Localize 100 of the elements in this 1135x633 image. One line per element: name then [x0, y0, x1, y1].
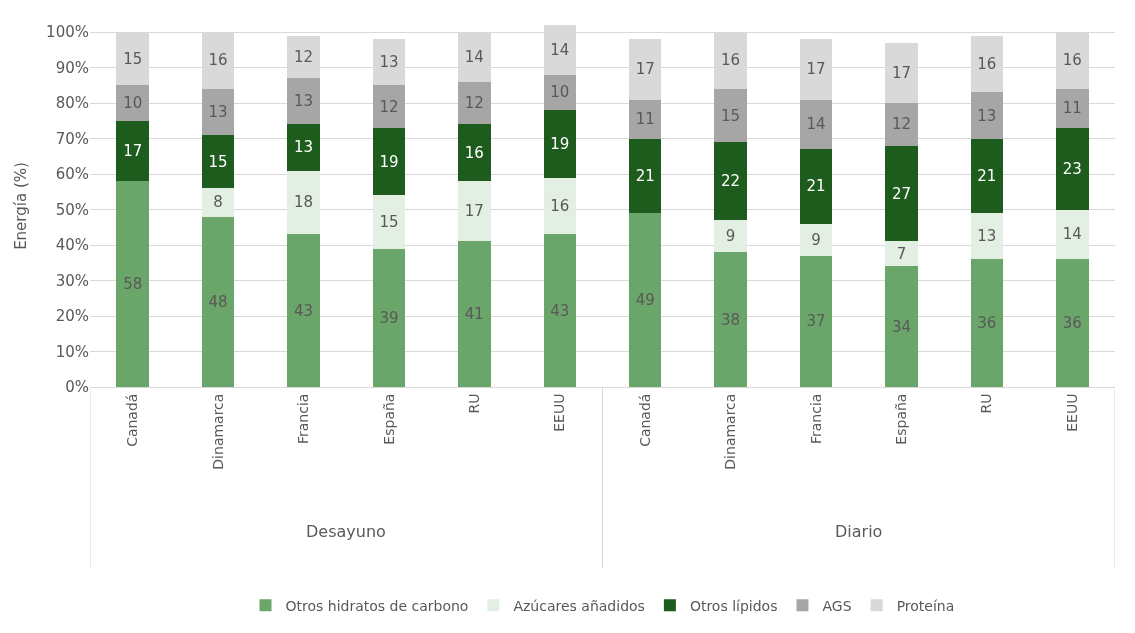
data-label: 14 [464, 47, 484, 66]
data-label: 14 [550, 40, 570, 59]
bar [458, 241, 491, 387]
legend-label: Azúcares añadidos [513, 597, 645, 614]
y-tick-label: 40% [55, 236, 89, 255]
bar [201, 216, 235, 387]
data-label: 16 [550, 197, 570, 215]
bar [1056, 127, 1089, 210]
bar [372, 85, 406, 128]
data-label: 10 [123, 94, 143, 113]
x-tick-label: RU [978, 393, 995, 414]
data-label: 12 [379, 97, 399, 116]
data-label: 16 [721, 51, 741, 70]
legend-label: Otros lípidos [689, 597, 778, 614]
x-tick-label: RU [465, 393, 482, 414]
data-label: 13 [379, 53, 399, 72]
data-label: 12 [293, 47, 314, 66]
data-label: 12 [464, 94, 484, 113]
data-label: 58 [123, 275, 143, 294]
bar [885, 145, 918, 242]
bar [885, 266, 918, 387]
text: Desayuno [306, 522, 386, 541]
data-label: 7 [896, 244, 907, 263]
data-label: 13 [977, 106, 997, 125]
x-tick-label: España [380, 393, 397, 445]
data-label: 37 [806, 312, 826, 331]
data-label: 19 [550, 134, 570, 153]
data-label: 41 [464, 305, 484, 324]
bar [458, 124, 491, 182]
bar [714, 88, 747, 143]
data-label: 8 [213, 193, 223, 212]
x-tick-label: Francia [295, 393, 312, 445]
bar [799, 99, 833, 150]
bar [543, 177, 577, 235]
bar [201, 188, 235, 217]
data-label: 21 [635, 166, 655, 185]
bar [714, 142, 747, 221]
legend-label: Proteína [896, 597, 955, 614]
bar [628, 213, 662, 387]
bar [287, 170, 320, 235]
bar [885, 241, 918, 267]
bar [970, 92, 1004, 139]
bar [714, 220, 747, 253]
y-tick-label: 60% [55, 165, 89, 184]
data-label: 13 [293, 92, 314, 111]
data-label: 11 [635, 110, 655, 129]
y-tick-label: 80% [55, 94, 89, 113]
x-tick-label: España [893, 393, 910, 445]
data-label: 27 [891, 184, 912, 203]
data-label: 13 [208, 102, 228, 121]
bar [116, 120, 149, 182]
bar [201, 88, 235, 136]
data-label: 14 [806, 115, 826, 134]
bar [799, 149, 833, 224]
bar [287, 78, 320, 125]
bar [885, 103, 918, 146]
bar [628, 99, 662, 139]
y-tick-label: 90% [55, 58, 89, 77]
data-label: 21 [977, 166, 997, 185]
bar [1056, 209, 1089, 260]
data-label: 22 [721, 172, 741, 191]
x-tick-label: Dinamarca [722, 393, 739, 470]
data-label: 15 [721, 106, 741, 125]
data-label: 17 [806, 60, 826, 79]
y-tick-label: 70% [55, 129, 89, 148]
bar [543, 234, 577, 387]
y-axis-title: Energía (%) [12, 162, 31, 250]
x-tick-label: Francia [807, 393, 824, 445]
x-tick-label: Canadá [636, 393, 653, 447]
data-label: 12 [891, 115, 912, 134]
data-label: 36 [977, 314, 997, 333]
bar [458, 181, 491, 242]
data-label: 43 [550, 301, 570, 320]
data-label: 16 [464, 143, 484, 162]
data-label: 39 [379, 308, 399, 327]
data-label: 11 [1062, 99, 1082, 118]
data-label: 36 [1062, 314, 1082, 333]
bar [799, 223, 833, 256]
data-label: 21 [806, 177, 826, 196]
x-tick-label: EEUU [1063, 393, 1080, 432]
data-label: 14 [1062, 225, 1082, 244]
data-label: 16 [208, 51, 228, 70]
x-tick-label: EEUU [551, 393, 568, 432]
bar [628, 138, 662, 214]
y-tick-label: 30% [55, 271, 89, 290]
data-label: 49 [635, 291, 655, 310]
data-label: 16 [1062, 51, 1082, 70]
legend-label: AGS [822, 597, 852, 614]
data-label: 19 [379, 152, 399, 171]
bar [1056, 259, 1089, 387]
y-tick-label: 0% [65, 378, 89, 397]
bar [970, 213, 1004, 260]
data-label: 10 [550, 83, 570, 102]
data-label: 16 [977, 55, 997, 74]
data-label: 34 [891, 317, 912, 336]
data-label: 17 [891, 63, 912, 82]
bar [287, 234, 320, 387]
data-label: 23 [1062, 159, 1082, 178]
data-label: 9 [811, 230, 821, 249]
data-label: 17 [464, 202, 484, 221]
